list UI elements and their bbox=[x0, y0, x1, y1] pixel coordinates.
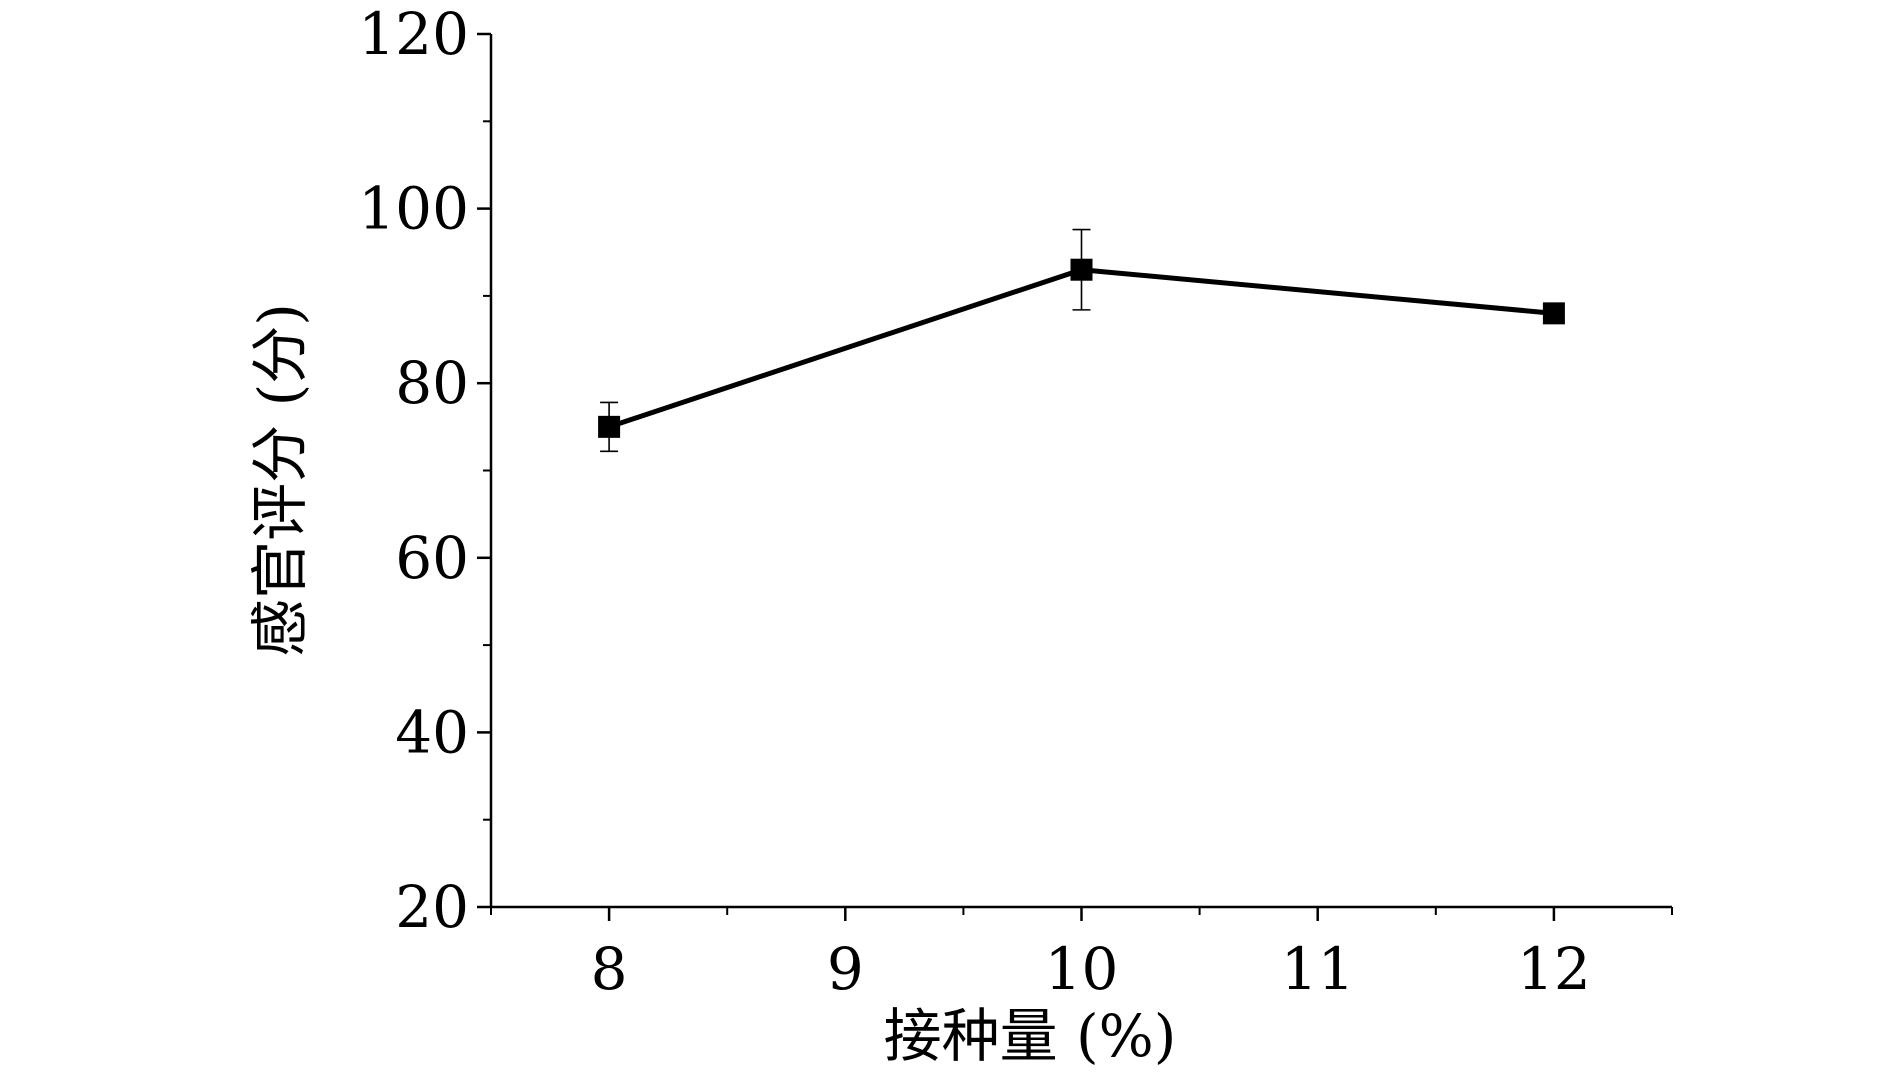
x-tick-label: 11 bbox=[1281, 935, 1355, 1003]
y-tick-label: 120 bbox=[358, 0, 469, 68]
x-tick-label: 10 bbox=[1045, 935, 1119, 1003]
x-axis-title: 接种量 (%) bbox=[884, 1002, 1177, 1070]
x-tick-label: 9 bbox=[827, 935, 864, 1003]
data-point bbox=[598, 415, 621, 438]
data-point bbox=[1542, 302, 1565, 325]
x-tick-label: 8 bbox=[591, 935, 628, 1003]
y-axis-title: 感官评分 (分) bbox=[246, 303, 314, 657]
axes-layer: 20 40 60 80 100 120 8 9 10 11 12 bbox=[358, 0, 1673, 1003]
y-tick-label: 40 bbox=[395, 698, 469, 766]
series-layer bbox=[598, 228, 1565, 453]
y-tick-label: 20 bbox=[395, 873, 469, 941]
y-tick-label: 60 bbox=[395, 524, 469, 592]
y-tick-label: 100 bbox=[358, 175, 469, 243]
data-point bbox=[1070, 258, 1093, 281]
x-tick-label: 12 bbox=[1517, 935, 1591, 1003]
y-tick-label: 80 bbox=[395, 349, 469, 417]
